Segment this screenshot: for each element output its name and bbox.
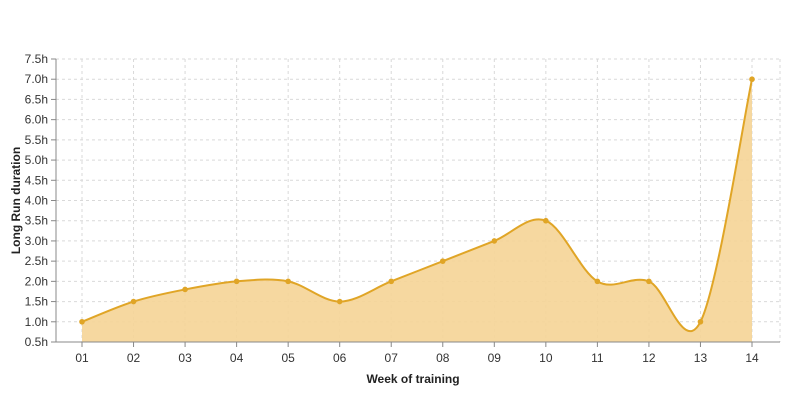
y-tick-label: 4.5h <box>25 173 48 187</box>
x-tick-label: 07 <box>385 351 399 365</box>
x-tick-label: 03 <box>178 351 192 365</box>
x-tick-label: 14 <box>745 351 759 365</box>
data-point-week-02[interactable] <box>130 298 137 305</box>
x-tick-label: 11 <box>591 351 604 365</box>
area-fill <box>82 79 752 342</box>
y-tick-label: 4.0h <box>25 194 48 208</box>
data-point-week-04[interactable] <box>233 278 240 285</box>
y-tick-label: 2.5h <box>25 254 48 268</box>
y-tick-label: 3.5h <box>25 214 48 228</box>
y-tick-label: 6.0h <box>25 113 48 127</box>
y-tick-label: 7.5h <box>25 52 48 66</box>
y-tick-label: 5.0h <box>25 153 48 167</box>
x-tick-label: 10 <box>539 351 553 365</box>
data-point-week-11[interactable] <box>594 278 601 285</box>
x-tick-label: 13 <box>694 351 708 365</box>
x-tick-label: 12 <box>642 351 656 365</box>
y-tick-label: 0.5h <box>25 335 48 349</box>
y-tick-label: 1.5h <box>25 295 48 309</box>
data-point-week-12[interactable] <box>646 278 652 285</box>
area-layer <box>81 79 753 342</box>
x-axis-title: Week of training <box>366 372 459 386</box>
y-tick-label: 1.0h <box>25 315 48 329</box>
y-tick-label: 6.5h <box>25 92 48 106</box>
x-tick-label: 04 <box>230 351 244 365</box>
data-point-week-03[interactable] <box>182 286 188 293</box>
data-point-week-07[interactable] <box>388 278 395 285</box>
data-point-week-05[interactable] <box>285 278 291 285</box>
data-point-week-08[interactable] <box>439 258 446 264</box>
y-tick-label: 3.0h <box>25 234 48 248</box>
y-tick-label: 7.0h <box>25 72 48 86</box>
x-tick-label: 08 <box>436 351 450 365</box>
data-point-week-13[interactable] <box>697 318 704 325</box>
x-tick-label: 02 <box>127 351 141 365</box>
markers <box>79 76 755 325</box>
data-point-week-01[interactable] <box>79 318 85 325</box>
series-line <box>81 79 753 332</box>
data-point-week-06[interactable] <box>336 298 343 305</box>
x-tick-label: 09 <box>488 351 502 365</box>
y-tick-label: 5.5h <box>25 133 48 147</box>
data-point-week-09[interactable] <box>491 238 498 244</box>
x-tick-label: 01 <box>75 351 89 365</box>
x-tick-label: 06 <box>333 351 347 365</box>
y-tick-label: 2.0h <box>25 274 48 288</box>
data-point-week-14[interactable] <box>749 76 755 83</box>
x-tick-label: 05 <box>281 351 295 365</box>
axes: 0.5h 1.0h 1.5h 2.0h 2.5h 3.0h 3.5h 4.0h 4.5h 5.0h… <box>25 52 780 365</box>
data-point-week-10[interactable] <box>543 217 549 224</box>
y-axis-title: Long Run duration <box>9 147 23 254</box>
